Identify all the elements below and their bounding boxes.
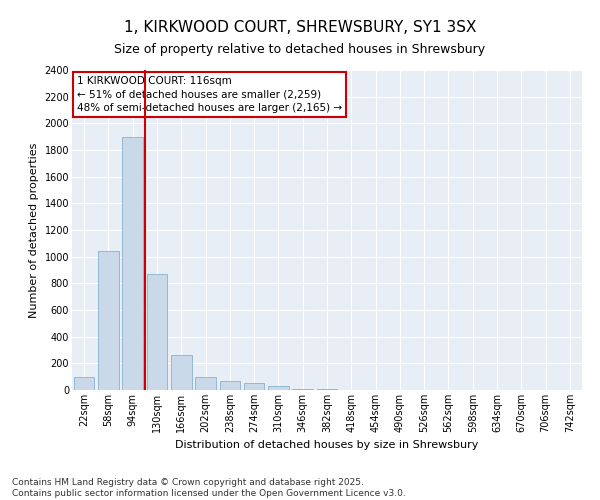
Y-axis label: Number of detached properties: Number of detached properties — [29, 142, 39, 318]
Bar — [74, 376, 94, 390]
Text: 1 KIRKWOOD COURT: 116sqm
← 51% of detached houses are smaller (2,259)
48% of sem: 1 KIRKWOOD COURT: 116sqm ← 51% of detach… — [77, 76, 342, 113]
Text: 1, KIRKWOOD COURT, SHREWSBURY, SY1 3SX: 1, KIRKWOOD COURT, SHREWSBURY, SY1 3SX — [124, 20, 476, 35]
Bar — [146, 274, 167, 390]
Bar — [122, 136, 143, 390]
X-axis label: Distribution of detached houses by size in Shrewsbury: Distribution of detached houses by size … — [175, 440, 479, 450]
Bar — [171, 356, 191, 390]
Bar — [195, 376, 216, 390]
Bar — [244, 382, 265, 390]
Text: Size of property relative to detached houses in Shrewsbury: Size of property relative to detached ho… — [115, 42, 485, 56]
Bar — [98, 252, 119, 390]
Text: Contains HM Land Registry data © Crown copyright and database right 2025.
Contai: Contains HM Land Registry data © Crown c… — [12, 478, 406, 498]
Bar — [268, 386, 289, 390]
Bar — [292, 388, 313, 390]
Bar — [220, 380, 240, 390]
